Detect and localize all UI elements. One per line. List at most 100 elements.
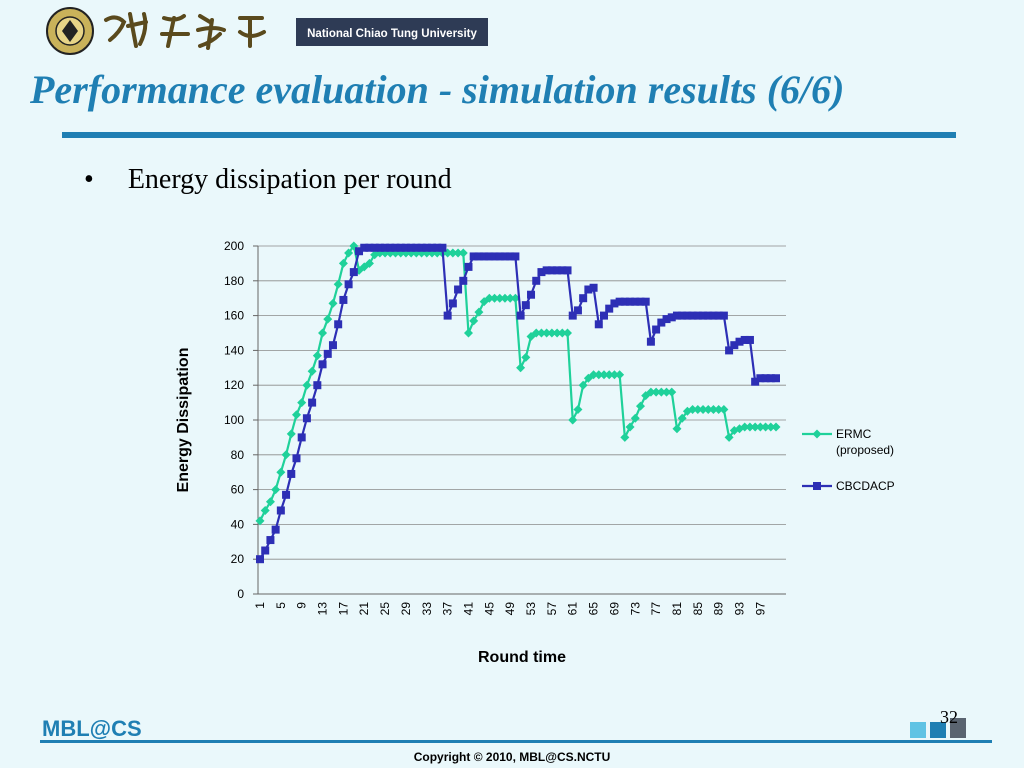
data-point xyxy=(401,248,411,258)
data-point xyxy=(417,248,427,258)
data-point xyxy=(480,252,489,261)
data-point xyxy=(547,328,557,338)
x-tick-label: 29 xyxy=(399,602,413,616)
x-axis-label: Round time xyxy=(478,649,566,666)
data-point xyxy=(506,252,515,261)
data-point xyxy=(256,555,264,564)
data-point xyxy=(536,328,546,338)
data-point xyxy=(302,414,311,423)
data-point xyxy=(360,243,369,252)
data-point xyxy=(699,311,708,320)
data-point xyxy=(646,387,656,397)
data-point xyxy=(589,370,599,380)
data-point xyxy=(276,506,285,515)
data-point xyxy=(714,405,724,415)
data-point xyxy=(620,432,630,442)
data-point xyxy=(537,268,546,277)
data-point xyxy=(532,276,541,285)
data-point xyxy=(599,370,609,380)
data-point xyxy=(312,351,322,361)
data-point xyxy=(344,248,354,258)
data-point xyxy=(740,422,750,432)
data-point xyxy=(490,293,500,303)
data-point xyxy=(698,405,708,415)
data-point xyxy=(281,450,291,460)
x-tick-label: 41 xyxy=(461,602,475,616)
data-point xyxy=(484,293,494,303)
x-tick-label: 9 xyxy=(295,602,309,609)
data-point xyxy=(380,248,390,258)
data-point xyxy=(333,279,343,289)
bullet-text: Energy dissipation per round xyxy=(127,164,452,195)
data-point xyxy=(495,293,505,303)
data-point xyxy=(672,424,682,434)
data-point xyxy=(735,337,744,346)
data-point xyxy=(615,297,624,306)
x-tick-label: 81 xyxy=(670,602,684,616)
mbl-cs-logo-text: MBL@CS xyxy=(42,716,142,741)
data-point xyxy=(703,405,713,415)
data-point xyxy=(667,313,676,322)
university-name-plate xyxy=(296,18,488,46)
x-tick-label: 89 xyxy=(712,602,726,616)
chart-gridlines xyxy=(258,245,786,595)
x-tick-label: 97 xyxy=(753,602,767,616)
y-tick-label: 40 xyxy=(231,517,245,531)
series-line xyxy=(259,246,776,560)
data-point xyxy=(563,328,573,338)
data-point xyxy=(709,311,718,320)
data-point xyxy=(745,422,755,432)
data-point xyxy=(365,243,374,252)
data-point xyxy=(328,298,338,308)
x-tick-label: 45 xyxy=(482,602,496,616)
x-tick-label: 53 xyxy=(524,602,538,616)
footer-decorative-squares-icon xyxy=(910,718,966,738)
data-point xyxy=(724,432,734,442)
data-point xyxy=(521,301,530,310)
data-point xyxy=(615,370,625,380)
y-tick-label: 160 xyxy=(224,309,244,323)
data-point xyxy=(448,299,457,308)
data-point xyxy=(761,374,770,383)
data-point xyxy=(495,252,504,261)
data-point xyxy=(652,325,661,334)
data-point xyxy=(761,422,771,432)
x-tick-labels: 1 5 9 13 17 21 25 29 33 37 41 45 49 53 57 61 65 69 73 77 81 8… xyxy=(253,602,767,616)
data-point xyxy=(443,311,452,320)
data-point xyxy=(260,505,270,515)
y-axis-label: Energy Dissipation xyxy=(175,348,192,493)
bullet-item: • Energy dissipation per round xyxy=(84,164,452,196)
data-point xyxy=(453,248,463,258)
data-point xyxy=(459,276,468,285)
data-point xyxy=(667,387,677,397)
y-tick-label: 80 xyxy=(231,448,245,462)
x-tick-label: 85 xyxy=(691,602,705,616)
data-point xyxy=(500,252,509,261)
data-point xyxy=(662,387,672,397)
data-point xyxy=(547,266,556,275)
x-tick-label: 17 xyxy=(336,602,350,616)
calligraphy-logotype-icon xyxy=(104,12,266,50)
legend-label: (proposed) xyxy=(836,443,894,457)
data-point xyxy=(406,248,416,258)
data-point xyxy=(682,406,692,416)
data-point xyxy=(610,299,619,308)
data-point xyxy=(635,401,645,411)
x-tick-label: 1 xyxy=(253,602,267,609)
data-point xyxy=(531,328,541,338)
page-number: 32 xyxy=(940,707,958,727)
x-tick-label: 37 xyxy=(441,602,455,616)
data-point xyxy=(469,252,478,261)
data-point xyxy=(756,374,765,383)
title-underline xyxy=(62,132,956,138)
data-point xyxy=(422,248,432,258)
x-tick-label: 21 xyxy=(357,602,371,616)
chart-axes xyxy=(253,245,786,595)
data-point xyxy=(334,320,343,329)
data-point xyxy=(276,467,286,477)
data-point xyxy=(740,335,749,344)
data-point xyxy=(396,243,405,252)
data-point xyxy=(605,304,614,313)
x-tick-label: 33 xyxy=(420,602,434,616)
data-point xyxy=(391,243,400,252)
